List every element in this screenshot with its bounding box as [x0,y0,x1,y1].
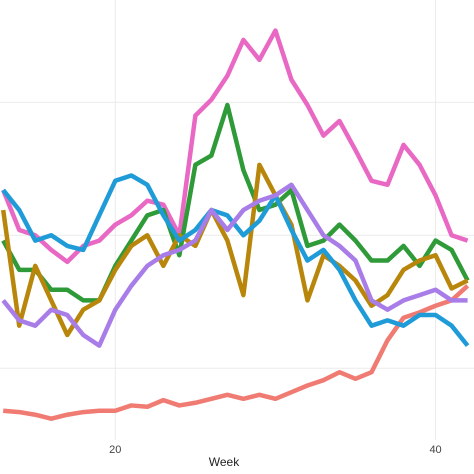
x-tick-label: 40 [429,444,441,456]
series-line [3,284,470,421]
series-line [0,162,469,338]
x-axis-label: Week [209,455,240,469]
series-line [1,102,470,303]
series-line [1,173,470,348]
series-line [1,182,468,348]
x-tick-label: 20 [109,444,121,456]
